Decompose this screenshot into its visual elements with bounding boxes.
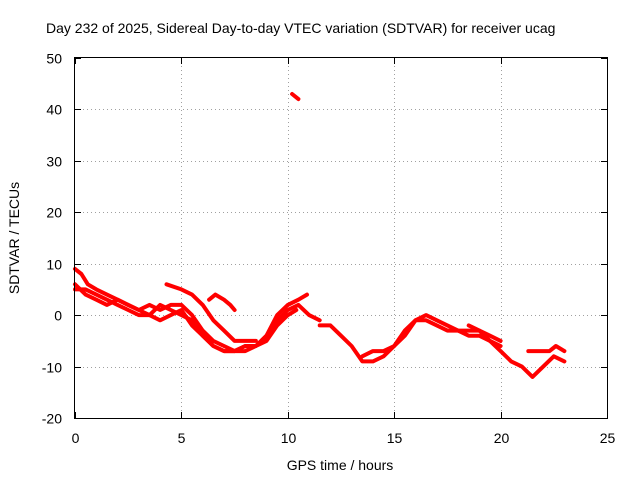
y-axis-label: SDTVAR / TECUs [6,182,22,294]
y-tick-label: 30 [46,154,62,170]
x-tick-label: 25 [600,430,616,446]
series-track-3 [73,287,299,354]
y-tick-label: 50 [46,51,62,67]
series-track-6 [290,92,301,102]
series-track-10 [526,344,567,354]
x-tick-label: 10 [281,430,297,446]
x-tick-label: 15 [387,430,403,446]
series-track-9 [466,323,503,343]
series-layer [73,92,567,379]
x-tick-label: 5 [178,430,186,446]
y-tick-label: -10 [42,360,62,376]
y-tick-label: 10 [46,257,62,273]
series-track-4 [164,282,258,343]
series-track-2 [73,282,322,354]
x-axis-label: GPS time / hours [287,457,394,473]
chart-title: Day 232 of 2025, Sidereal Day-to-day VTE… [46,20,555,36]
tick-layer: 0 5 10 15 20 25 -20 -10 0 10 20 30 40 50 [42,51,616,447]
series-track-8 [360,313,567,379]
x-tick-label: 20 [494,430,510,446]
plot-frame [74,57,608,419]
x-tick-label: 0 [72,430,80,446]
y-tick-label: -20 [42,411,62,427]
grid-layer [75,58,607,418]
y-tick-label: 40 [46,102,62,118]
series-track-5 [207,292,237,312]
y-tick-label: 20 [46,205,62,221]
series-track-1 [73,266,309,354]
y-tick-label: 0 [54,308,62,324]
